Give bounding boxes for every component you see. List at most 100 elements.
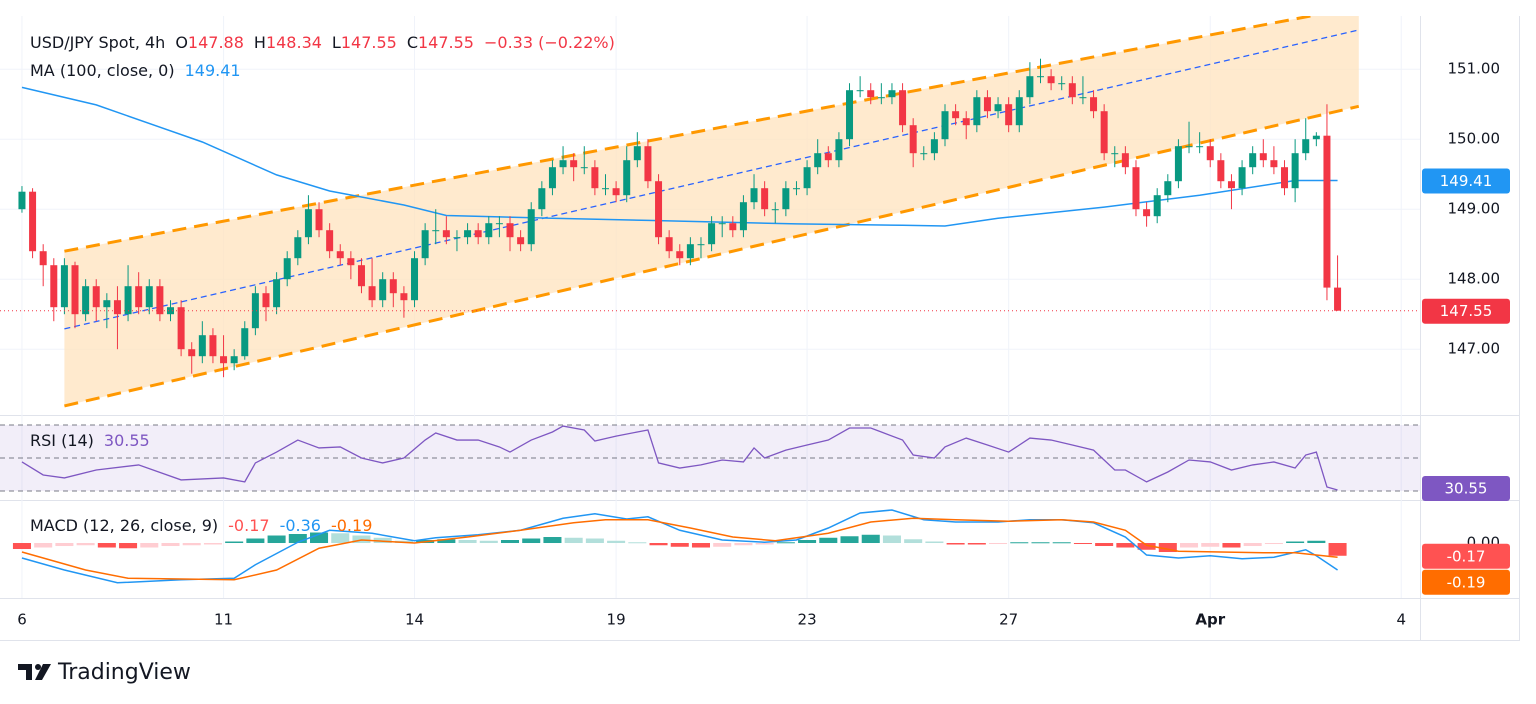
y-tick-label: 147.00 (1448, 340, 1501, 358)
histogram-bar (755, 543, 774, 545)
price-badge-label: -0.19 (1447, 573, 1486, 591)
candle-body (803, 167, 811, 189)
candle-body (888, 90, 896, 98)
candle-body (782, 188, 790, 210)
histogram-bar (1328, 543, 1347, 556)
candle-body (39, 251, 47, 266)
x-tick-label: 6 (17, 611, 27, 629)
x-tick-label: 11 (214, 611, 233, 629)
price-badge (1422, 298, 1510, 324)
histogram-bar (34, 543, 53, 548)
price-badge-label: 149.41 (1440, 172, 1493, 190)
y-tick-label: 148.00 (1448, 270, 1501, 288)
candle-body (124, 286, 132, 315)
ma-value: 149.41 (184, 61, 241, 80)
candle-body (1068, 83, 1076, 98)
histogram-bar (1010, 542, 1029, 544)
histogram-bar (819, 537, 838, 544)
candle-body (580, 167, 588, 169)
candle-body (1291, 153, 1299, 189)
histogram-bar (776, 542, 795, 544)
candle-body (315, 209, 323, 231)
histogram-bar (479, 540, 498, 544)
candle-body (1217, 160, 1225, 182)
candle-body (708, 223, 716, 245)
candle-body (145, 286, 153, 308)
histogram-bar (458, 540, 477, 544)
histogram-bar (1222, 543, 1241, 548)
histogram-bar (373, 537, 392, 544)
rsi-line (21, 425, 1338, 491)
candle-body (930, 139, 938, 154)
high-value: 148.34 (265, 33, 322, 52)
x-tick-label: 4 (1396, 611, 1406, 629)
candle-body (856, 90, 864, 92)
candle-body (1259, 153, 1267, 161)
channel-lower (64, 104, 1360, 408)
histogram-bar (55, 543, 74, 547)
candle-body (1090, 97, 1098, 112)
histogram-bar (267, 535, 286, 544)
price-badge-label: 147.55 (1440, 302, 1493, 320)
candle-body (336, 251, 344, 259)
macd-value: -0.36 (279, 516, 321, 535)
candle-body (432, 230, 440, 232)
candle-body (623, 160, 631, 196)
candle-body (474, 230, 482, 238)
candle-body (241, 328, 249, 357)
candle-body (92, 286, 100, 308)
candle-body (941, 111, 949, 140)
price-badge (1422, 476, 1510, 501)
brand-logo (18, 664, 51, 680)
candle-body (389, 279, 397, 294)
macd-line (21, 509, 1338, 584)
candle-body (60, 265, 68, 308)
candle-body (644, 146, 652, 182)
brand-name: TradingView (57, 660, 191, 685)
candle-body (1036, 76, 1044, 78)
histogram-bar (97, 543, 116, 548)
histogram-bar (437, 539, 456, 544)
histogram-bar (288, 534, 307, 544)
candle-body (411, 258, 419, 301)
candle-body (750, 188, 758, 203)
candle-body (400, 293, 408, 301)
histogram-bar (119, 543, 138, 549)
candle-body (983, 97, 991, 112)
histogram-bar (1116, 543, 1135, 548)
candle-body (601, 188, 609, 190)
candle-body (1312, 135, 1320, 140)
candle-body (527, 209, 535, 245)
y-tick-label: 151.00 (1448, 60, 1501, 78)
candle-body (1132, 167, 1140, 210)
histogram-bar (182, 543, 201, 546)
candle-body (665, 237, 673, 252)
candle-body (655, 181, 663, 238)
x-tick-label: 14 (405, 611, 424, 629)
histogram-bar (798, 540, 817, 544)
histogram-bar (861, 534, 880, 544)
histogram-bar (140, 543, 159, 548)
candle-body (29, 191, 37, 252)
candle-body (262, 293, 270, 308)
histogram-bar (1073, 543, 1092, 545)
histogram-bar (713, 543, 732, 547)
candle-body (304, 209, 312, 238)
rsi-legend: RSI (14) 30.55 (30, 431, 150, 450)
candle-body (1323, 135, 1331, 288)
candle-body (113, 300, 121, 315)
candle-body (209, 335, 217, 357)
candle-body (166, 307, 174, 315)
candle-body (357, 265, 365, 287)
histogram-bar (1243, 543, 1262, 547)
low-label: L (331, 33, 341, 52)
histogram-bar (585, 538, 604, 544)
candle-body (453, 237, 461, 239)
open-value: 147.88 (187, 33, 244, 52)
candle-body (517, 237, 525, 245)
candle-body (814, 153, 822, 168)
candle-body (612, 188, 620, 196)
x-tick-label: Apr (1195, 611, 1225, 629)
